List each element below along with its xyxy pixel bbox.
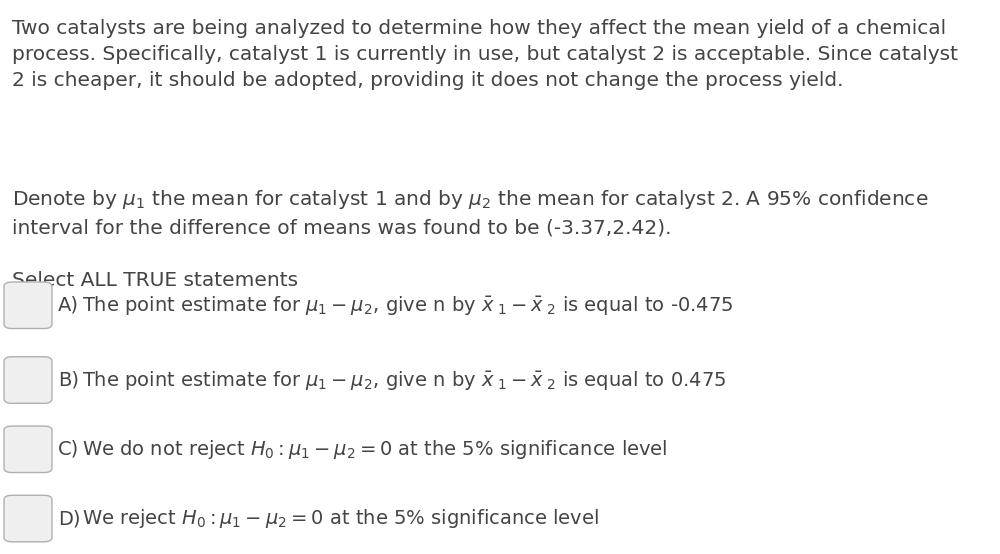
FancyBboxPatch shape [4, 282, 52, 329]
Text: The point estimate for $\mu_1 - \mu_2$, give n by $\bar{x}_{\ 1} - \bar{x}_{\ 2}: The point estimate for $\mu_1 - \mu_2$, … [82, 294, 733, 317]
Text: Denote by $\mu_1$ the mean for catalyst 1 and by $\mu_2$ the mean for catalyst 2: Denote by $\mu_1$ the mean for catalyst … [12, 188, 928, 237]
Text: We do not reject $\mathit{H}_{\mathit{0}} : \mu_1 - \mu_2 = 0$ at the 5% signifi: We do not reject $\mathit{H}_{\mathit{0}… [82, 438, 668, 461]
Text: We reject $\mathit{H}_{\mathit{0}} : \mu_1 - \mu_2 = 0$ at the 5% significance l: We reject $\mathit{H}_{\mathit{0}} : \mu… [82, 507, 599, 530]
Text: A): A) [58, 296, 79, 315]
FancyBboxPatch shape [4, 426, 52, 473]
FancyBboxPatch shape [4, 495, 52, 542]
Text: The point estimate for $\mu_1 - \mu_2$, give n by $\bar{x}_{\ 1} - \bar{x}_{\ 2}: The point estimate for $\mu_1 - \mu_2$, … [82, 368, 726, 392]
Text: B): B) [58, 371, 79, 389]
Text: C): C) [58, 440, 79, 459]
FancyBboxPatch shape [4, 357, 52, 403]
Text: Two catalysts are being analyzed to determine how they affect the mean yield of : Two catalysts are being analyzed to dete… [12, 19, 958, 90]
Text: Select ALL TRUE statements: Select ALL TRUE statements [12, 271, 298, 290]
Text: D): D) [58, 509, 80, 528]
